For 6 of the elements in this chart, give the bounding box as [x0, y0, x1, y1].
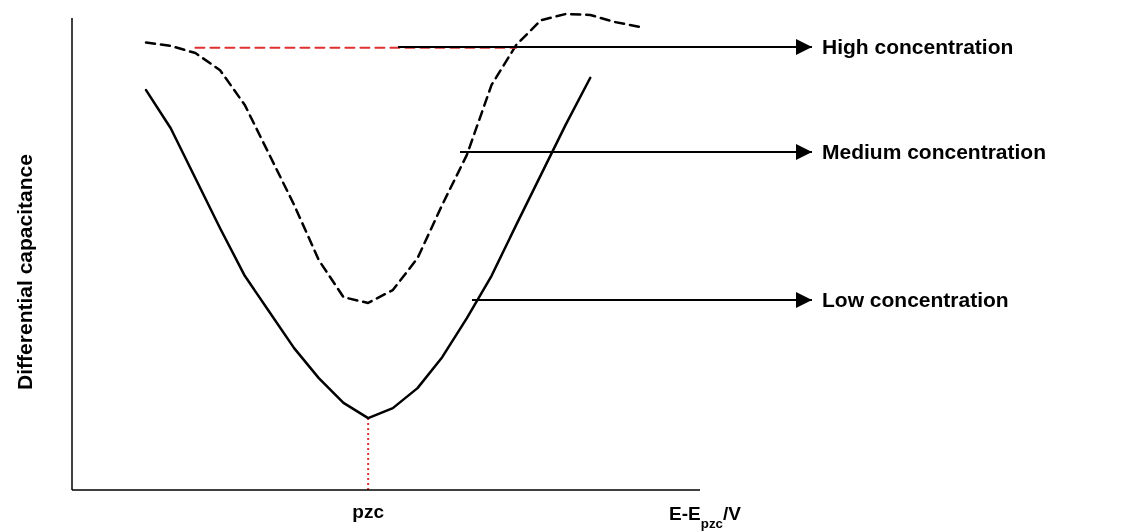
- text: High concentration: [822, 35, 1014, 58]
- text: Low concentration: [822, 288, 1009, 311]
- text: pzc: [352, 501, 385, 522]
- y-axis-title: Differential capacitance: [13, 154, 36, 390]
- text: Medium concentration: [822, 140, 1047, 163]
- x-axis-title: E-E$_{pzc}$/V: [669, 503, 742, 531]
